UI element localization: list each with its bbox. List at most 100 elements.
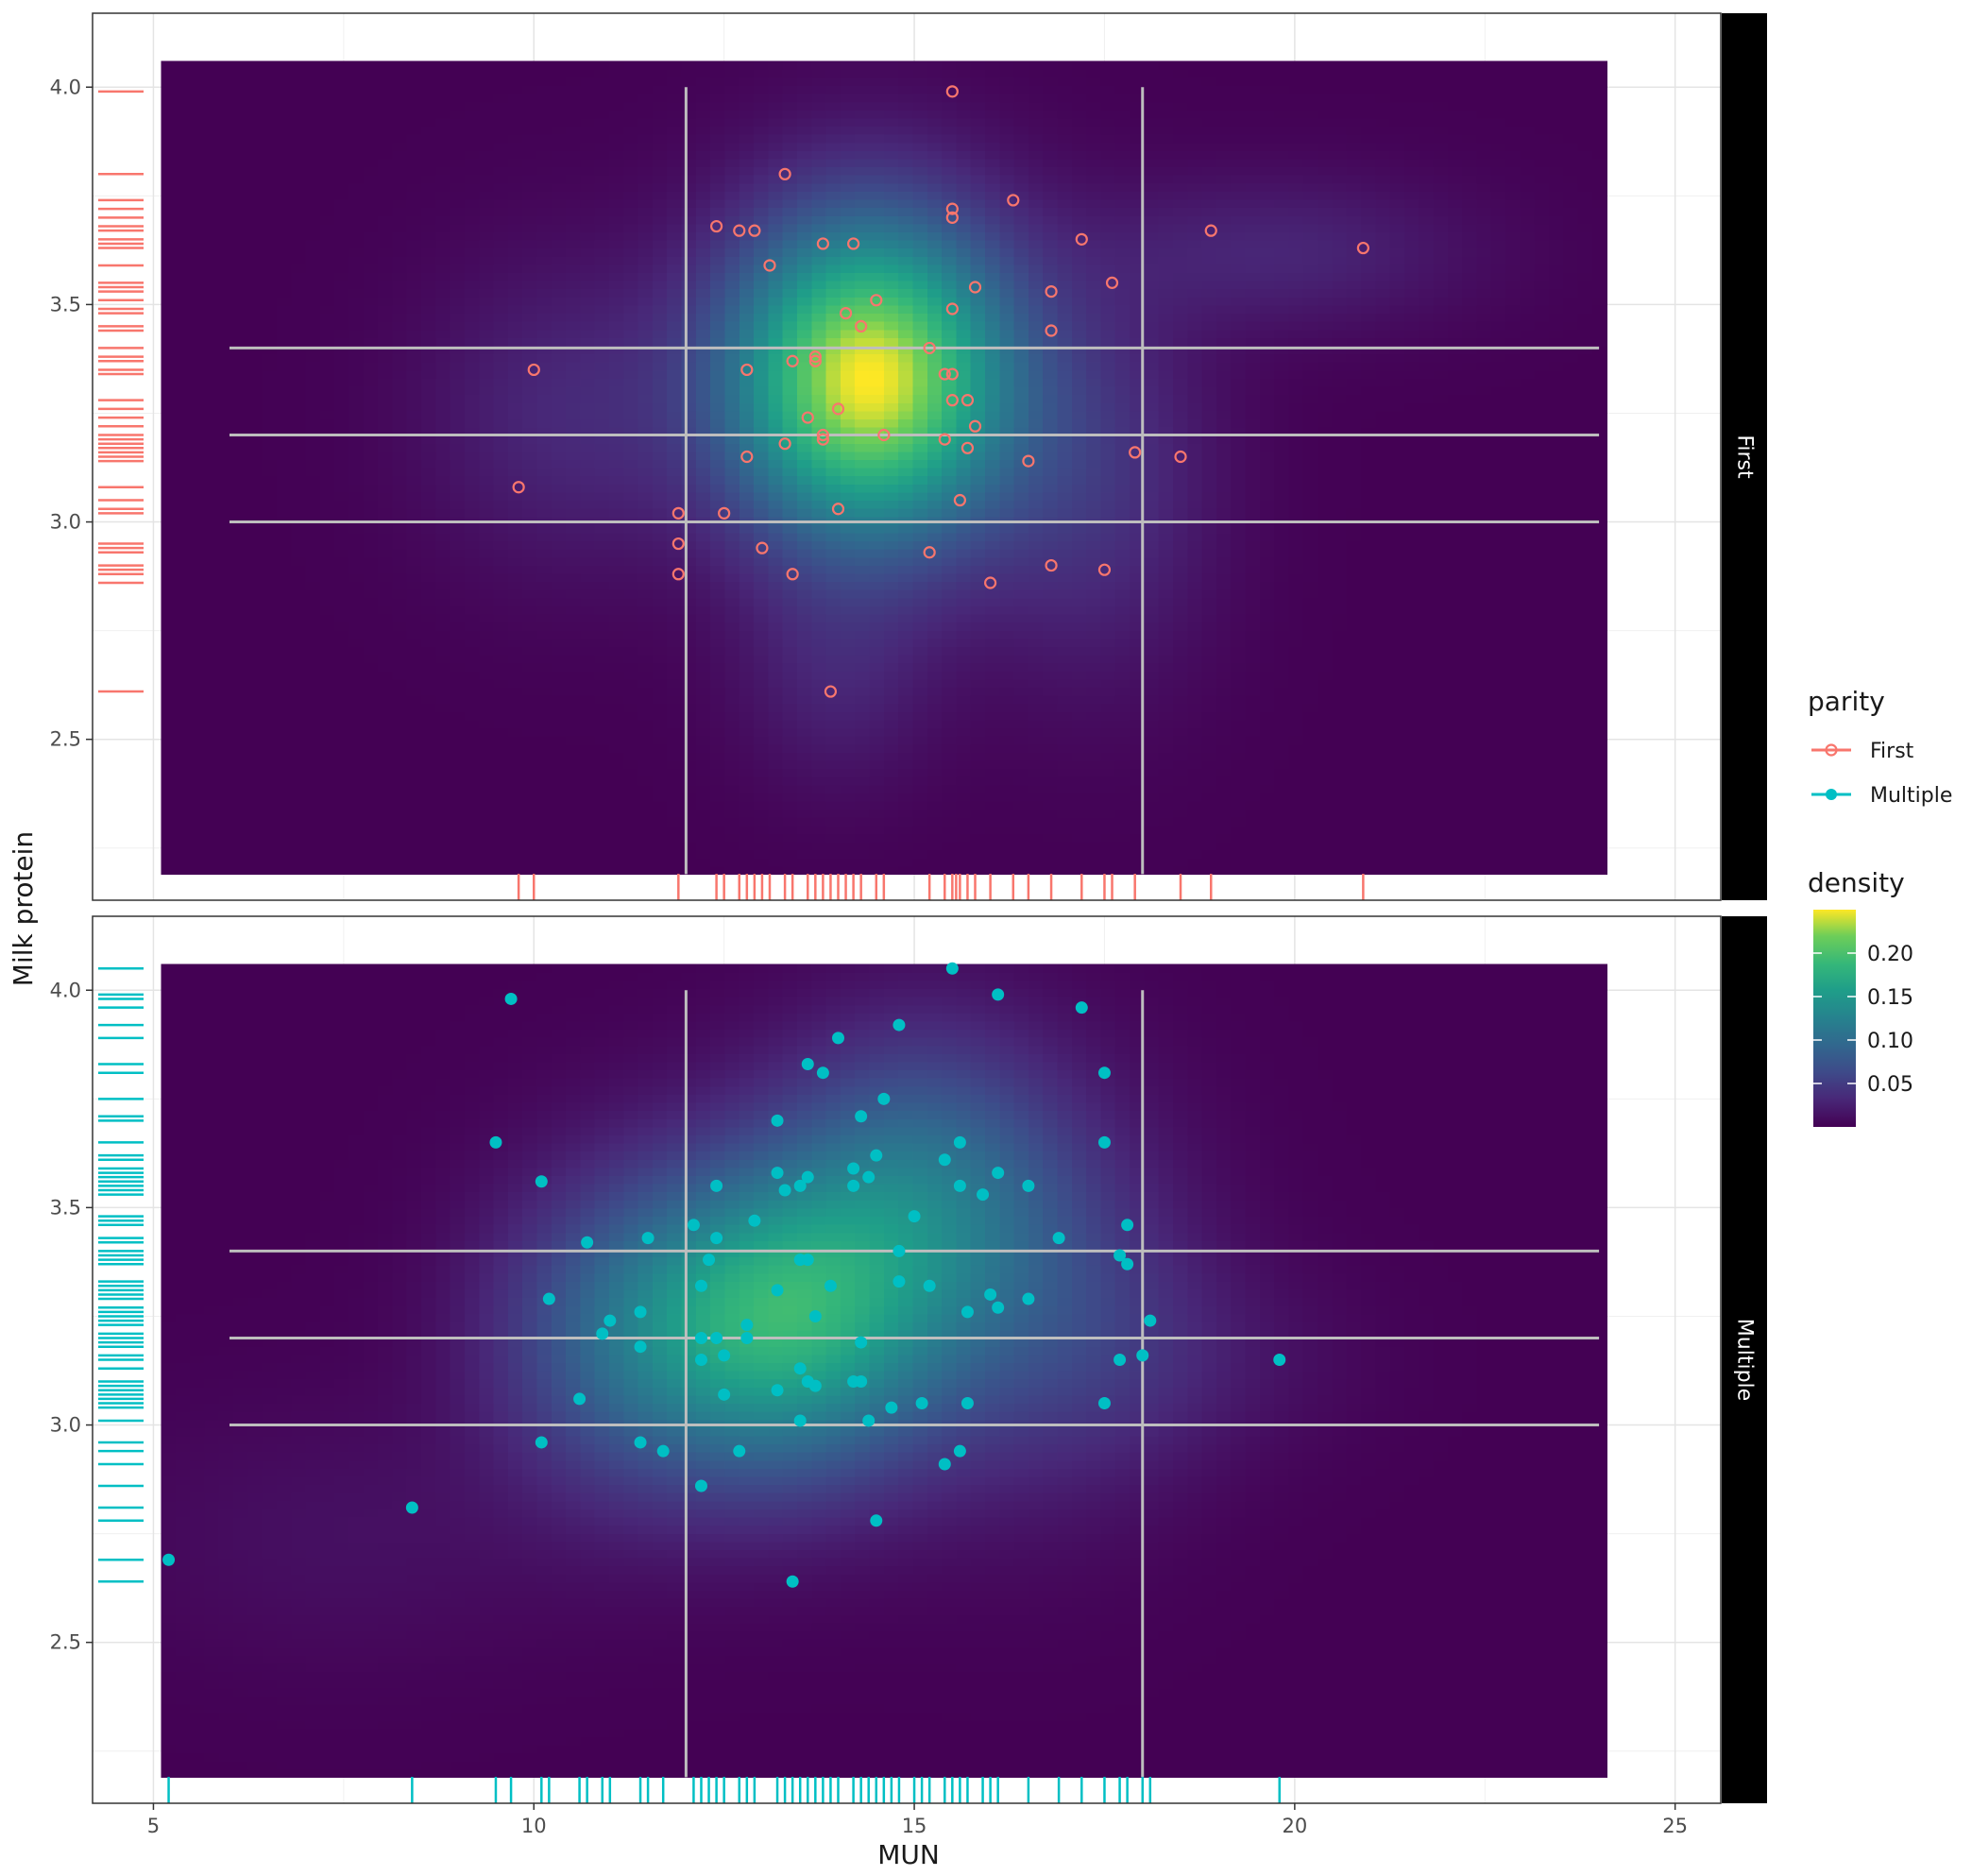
- density-cell: [1028, 759, 1044, 770]
- density-cell: [1114, 727, 1130, 737]
- density-cell: [507, 695, 523, 705]
- density-cell: [1476, 638, 1492, 647]
- density-cell: [825, 865, 842, 875]
- density-cell: [406, 736, 422, 745]
- density-cell: [1577, 556, 1593, 566]
- density-cell: [190, 638, 206, 647]
- density-cell: [667, 727, 683, 737]
- density-cell: [1172, 825, 1188, 834]
- density-cell: [1201, 638, 1217, 647]
- density-cell: [667, 809, 683, 818]
- density-cell: [204, 858, 220, 867]
- density-cell: [1216, 841, 1232, 851]
- density-cell: [999, 759, 1015, 770]
- density-cell: [378, 565, 394, 574]
- density-cell: [739, 849, 755, 859]
- density-cell: [1100, 671, 1116, 680]
- density-cell: [970, 605, 986, 615]
- density-cell: [161, 841, 177, 851]
- density-cell: [883, 759, 899, 770]
- density-cell: [869, 549, 885, 558]
- density-cell: [1216, 613, 1232, 623]
- density-cell: [1591, 491, 1607, 502]
- density-cell: [710, 678, 726, 689]
- density-cell: [406, 703, 422, 712]
- density-cell: [1245, 581, 1261, 590]
- density-cell: [1114, 524, 1130, 534]
- density-cell: [1332, 565, 1348, 574]
- density-cell: [1591, 711, 1607, 721]
- density-cell: [363, 484, 379, 493]
- density-cell: [1591, 581, 1607, 590]
- density-cell: [566, 556, 581, 566]
- density-cell: [190, 858, 206, 867]
- density-cell: [218, 858, 234, 867]
- density-cell: [580, 540, 596, 550]
- density-cell: [796, 678, 812, 689]
- density-cell: [1201, 865, 1217, 875]
- density-cell: [1433, 565, 1449, 574]
- density-cell: [825, 540, 842, 550]
- density-cell: [1375, 800, 1391, 810]
- density-cell: [218, 776, 234, 786]
- density-cell: [609, 743, 624, 753]
- density-cell: [912, 817, 928, 827]
- density-cell: [1043, 638, 1059, 647]
- density-cell: [594, 776, 610, 786]
- density-cell: [754, 468, 769, 477]
- density-cell: [551, 809, 567, 818]
- density-cell: [1130, 556, 1145, 566]
- density-cell: [1057, 800, 1073, 810]
- density-cell: [1100, 646, 1116, 656]
- density-cell: [435, 572, 451, 583]
- density-cell: [305, 817, 321, 827]
- density-cell: [796, 468, 812, 477]
- density-cell: [1447, 638, 1463, 647]
- density-cell: [1360, 475, 1376, 485]
- density-cell: [942, 759, 957, 770]
- density-cell: [1419, 671, 1435, 680]
- density-cell: [739, 484, 755, 493]
- density-cell: [363, 654, 379, 664]
- density-cell: [681, 817, 697, 827]
- density-cell: [319, 524, 335, 534]
- density-cell: [652, 695, 668, 705]
- density-cell: [291, 597, 307, 606]
- density-cell: [1520, 695, 1536, 705]
- density-cell: [1403, 524, 1420, 534]
- density-cell: [319, 613, 335, 623]
- density-cell: [1130, 800, 1145, 810]
- density-cell: [319, 671, 335, 680]
- density-cell: [276, 671, 292, 680]
- density-cell: [710, 622, 726, 631]
- density-cell: [1548, 727, 1564, 737]
- density-cell: [942, 711, 957, 721]
- density-cell: [392, 759, 408, 770]
- density-cell: [190, 475, 206, 485]
- density-cell: [348, 654, 365, 664]
- density-cell: [1433, 687, 1449, 696]
- density-cell: [233, 475, 248, 485]
- density-cell: [551, 776, 567, 786]
- density-cell: [262, 468, 278, 477]
- density-cell: [161, 711, 177, 721]
- density-cell: [623, 597, 639, 606]
- density-cell: [348, 817, 365, 827]
- density-cell: [970, 654, 986, 664]
- density-cell: [855, 719, 871, 729]
- density-cell: [1577, 711, 1593, 721]
- density-cell: [1100, 809, 1116, 818]
- density-cell: [1302, 565, 1318, 574]
- density-cell: [507, 475, 523, 485]
- density-cell: [1403, 540, 1420, 550]
- density-cell: [970, 484, 986, 493]
- density-cell: [638, 581, 654, 590]
- density-cell: [1100, 825, 1116, 834]
- density-cell: [1216, 654, 1232, 664]
- density-cell: [1259, 638, 1275, 647]
- density-cell: [1057, 475, 1073, 485]
- density-cell: [1490, 638, 1506, 647]
- density-cell: [652, 849, 668, 859]
- density-cell: [623, 532, 639, 542]
- density-cell: [319, 572, 335, 583]
